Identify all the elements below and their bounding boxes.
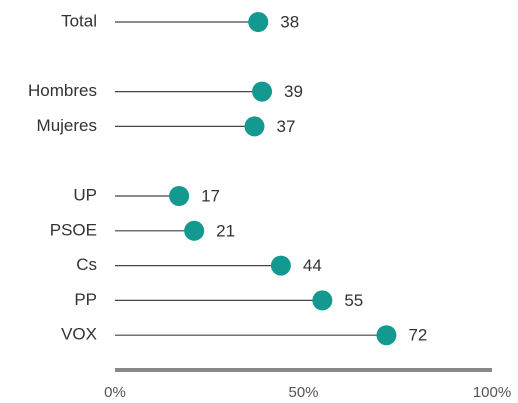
y-tick-label: PSOE xyxy=(50,220,97,239)
x-tick-label: 50% xyxy=(288,384,318,401)
x-tick-label: 100% xyxy=(473,384,511,401)
y-tick-label: UP xyxy=(73,185,97,204)
dot xyxy=(244,116,265,137)
x-tick-label: 0% xyxy=(104,384,126,401)
y-tick-label: VOX xyxy=(61,325,97,344)
value-label: 55 xyxy=(344,291,363,310)
dot xyxy=(248,12,269,32)
dot xyxy=(184,220,205,241)
value-label: 38 xyxy=(280,12,299,31)
y-tick-label: Cs xyxy=(76,255,97,274)
y-tick-label: Hombres xyxy=(28,81,97,100)
value-label: 17 xyxy=(201,186,220,205)
dot xyxy=(376,325,397,346)
value-label: 72 xyxy=(408,326,427,345)
value-label: 39 xyxy=(284,82,303,101)
dot xyxy=(169,186,190,206)
y-tick-label: Mujeres xyxy=(37,116,97,135)
y-tick-label: Total xyxy=(61,11,97,30)
dot xyxy=(270,255,291,276)
y-tick-label: PP xyxy=(74,290,97,309)
value-label: 37 xyxy=(276,117,295,136)
value-label: 44 xyxy=(303,256,322,275)
dot xyxy=(252,81,273,102)
value-label: 21 xyxy=(216,221,235,240)
dot xyxy=(312,290,333,311)
